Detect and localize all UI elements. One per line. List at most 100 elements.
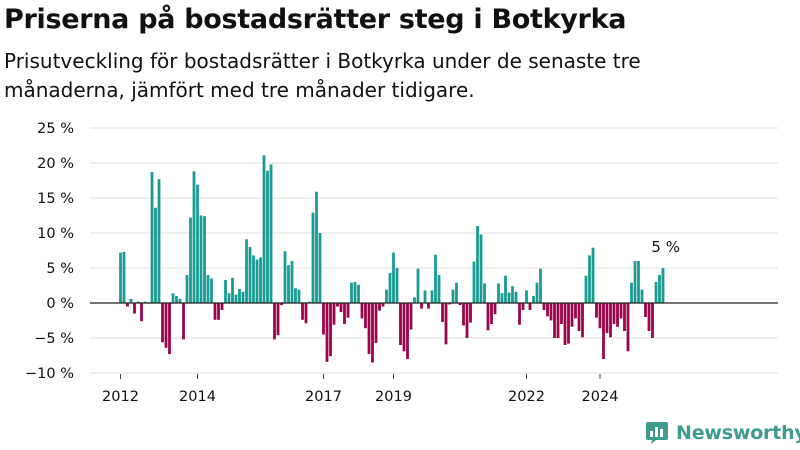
bar [616,303,619,327]
y-tick-label: 20 % [37,156,74,172]
bar [357,284,360,303]
bar [252,255,255,303]
bar [560,303,563,324]
bar [427,303,430,309]
bar [140,303,143,322]
bar [476,226,479,303]
bar [329,303,332,357]
bar [553,303,556,338]
bar [175,296,178,303]
bar [483,283,486,303]
bar [602,303,605,359]
bar [577,303,581,331]
bar [154,207,157,303]
bar [486,303,490,331]
bar [490,303,493,324]
bar [231,277,234,303]
bar [661,268,665,303]
bar [556,303,560,338]
bar [563,303,567,345]
bar [315,191,318,303]
bar [241,291,245,303]
bar [224,279,227,303]
newsworthy-brand: Newsworthy [645,421,800,445]
bar [280,303,283,306]
bar [518,303,521,325]
bar [420,303,423,309]
bar [546,303,549,317]
x-tick-label: 2017 [305,389,342,405]
bar [504,275,507,303]
bar [434,254,437,303]
x-tick-label: 2022 [508,389,545,405]
bar [567,303,570,344]
bar [287,265,290,303]
y-tick-label: 10 % [37,226,74,242]
bar [626,303,630,352]
bar [199,215,203,303]
bar [511,286,514,303]
bar [283,251,287,303]
bar [570,303,574,327]
bar [605,303,609,334]
bar [406,303,409,359]
bar [301,303,304,320]
bar [416,268,420,303]
bar [360,303,364,319]
bar [535,282,539,303]
x-tick-label: 2024 [582,389,619,405]
chart-subtitle: Prisutveckling för bostadsrätter i Botky… [4,49,641,102]
bar [346,303,350,318]
bar [126,303,129,307]
bar [388,272,392,303]
y-tick-label: −5 % [34,331,74,347]
bar [273,303,276,340]
bar [392,252,395,303]
bar [371,303,374,363]
bar [217,303,220,320]
bar [332,303,336,325]
bar [119,252,122,303]
chart-title: Priserna på bostadsrätter steg i Botkyrk… [4,4,627,35]
bar [297,289,301,303]
bars [119,155,665,363]
y-axis-ticks: 25 % 20 % 15 % 10 % 5 % 0 % −5 % −10 % [25,121,74,382]
bar [549,303,553,321]
bar [157,179,161,303]
bar [525,290,528,303]
bar [497,283,500,303]
bar [595,303,598,318]
bar [437,275,441,303]
bar [364,303,367,329]
bar [238,289,241,303]
bar [129,298,133,303]
bar [465,303,469,338]
bar [588,255,591,303]
bar [196,184,199,303]
bar [472,261,476,303]
x-axis-ticks: 2012 2014 2017 2019 2022 2024 [102,374,618,405]
bar [591,247,595,303]
x-tick-label: 2012 [102,389,139,405]
bar [430,290,434,303]
bar [402,303,406,352]
bar [385,289,388,303]
bar [171,293,175,303]
bar [311,212,315,303]
bar [469,303,472,323]
bar [308,301,311,303]
x-tick-label: 2019 [375,389,412,405]
bar [651,303,654,338]
bar [598,303,602,329]
bar [500,293,504,303]
bar [192,171,196,303]
bar [325,303,329,362]
bar [539,268,542,303]
bar [322,303,325,335]
bar [381,303,385,307]
bar [399,303,402,345]
y-tick-label: 5 % [46,261,74,277]
newsworthy-logo-icon [646,422,668,444]
bar [609,303,612,338]
bar [423,290,427,303]
